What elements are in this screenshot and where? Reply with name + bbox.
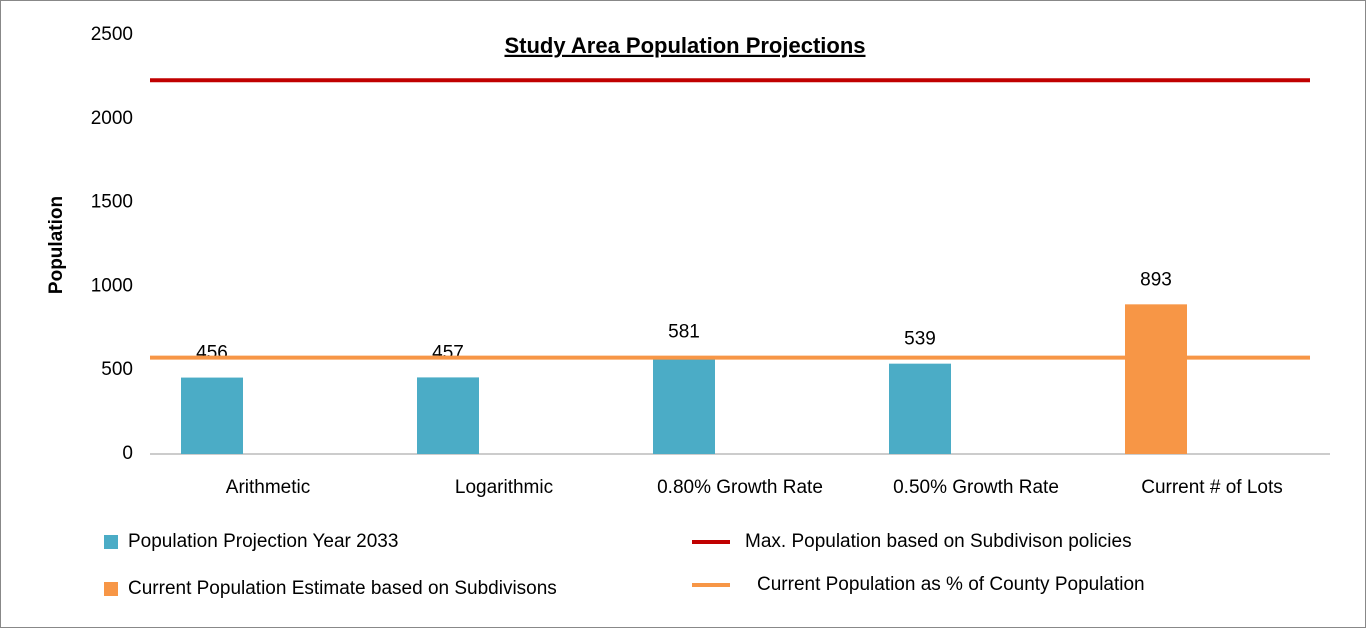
legend-swatch xyxy=(104,535,118,549)
y-tick-label: 500 xyxy=(101,359,133,380)
x-tick-label: Logarithmic xyxy=(455,477,553,498)
y-tick-label: 1500 xyxy=(91,192,133,213)
legend-label: Current Population as % of County Popula… xyxy=(757,574,1145,595)
x-tick-label: 0.50% Growth Rate xyxy=(893,477,1059,498)
bar xyxy=(417,377,479,454)
data-label: 539 xyxy=(904,329,936,350)
y-axis-label: Population xyxy=(46,196,67,294)
chart-title: Study Area Population Projections xyxy=(504,33,865,58)
x-tick-label: Current # of Lots xyxy=(1141,477,1283,498)
legend-label: Population Projection Year 2033 xyxy=(128,531,398,552)
data-label: 581 xyxy=(668,322,700,343)
x-tick-label: 0.80% Growth Rate xyxy=(657,477,823,498)
legend-label: Current Population Estimate based on Sub… xyxy=(128,578,557,599)
y-tick-label: 0 xyxy=(122,443,133,464)
bar xyxy=(889,363,951,454)
x-tick-label: Arithmetic xyxy=(226,477,310,498)
legend-label: Max. Population based on Subdivison poli… xyxy=(745,531,1132,552)
y-tick-label: 1000 xyxy=(91,275,133,296)
data-label: 893 xyxy=(1140,269,1172,290)
bar xyxy=(1125,304,1187,454)
bar xyxy=(181,377,243,454)
data-label: 457 xyxy=(432,342,464,363)
y-tick-label: 2500 xyxy=(91,24,133,45)
legend-swatch xyxy=(104,582,118,596)
bar xyxy=(653,356,715,454)
data-label: 456 xyxy=(196,343,228,364)
y-tick-label: 2000 xyxy=(91,108,133,129)
